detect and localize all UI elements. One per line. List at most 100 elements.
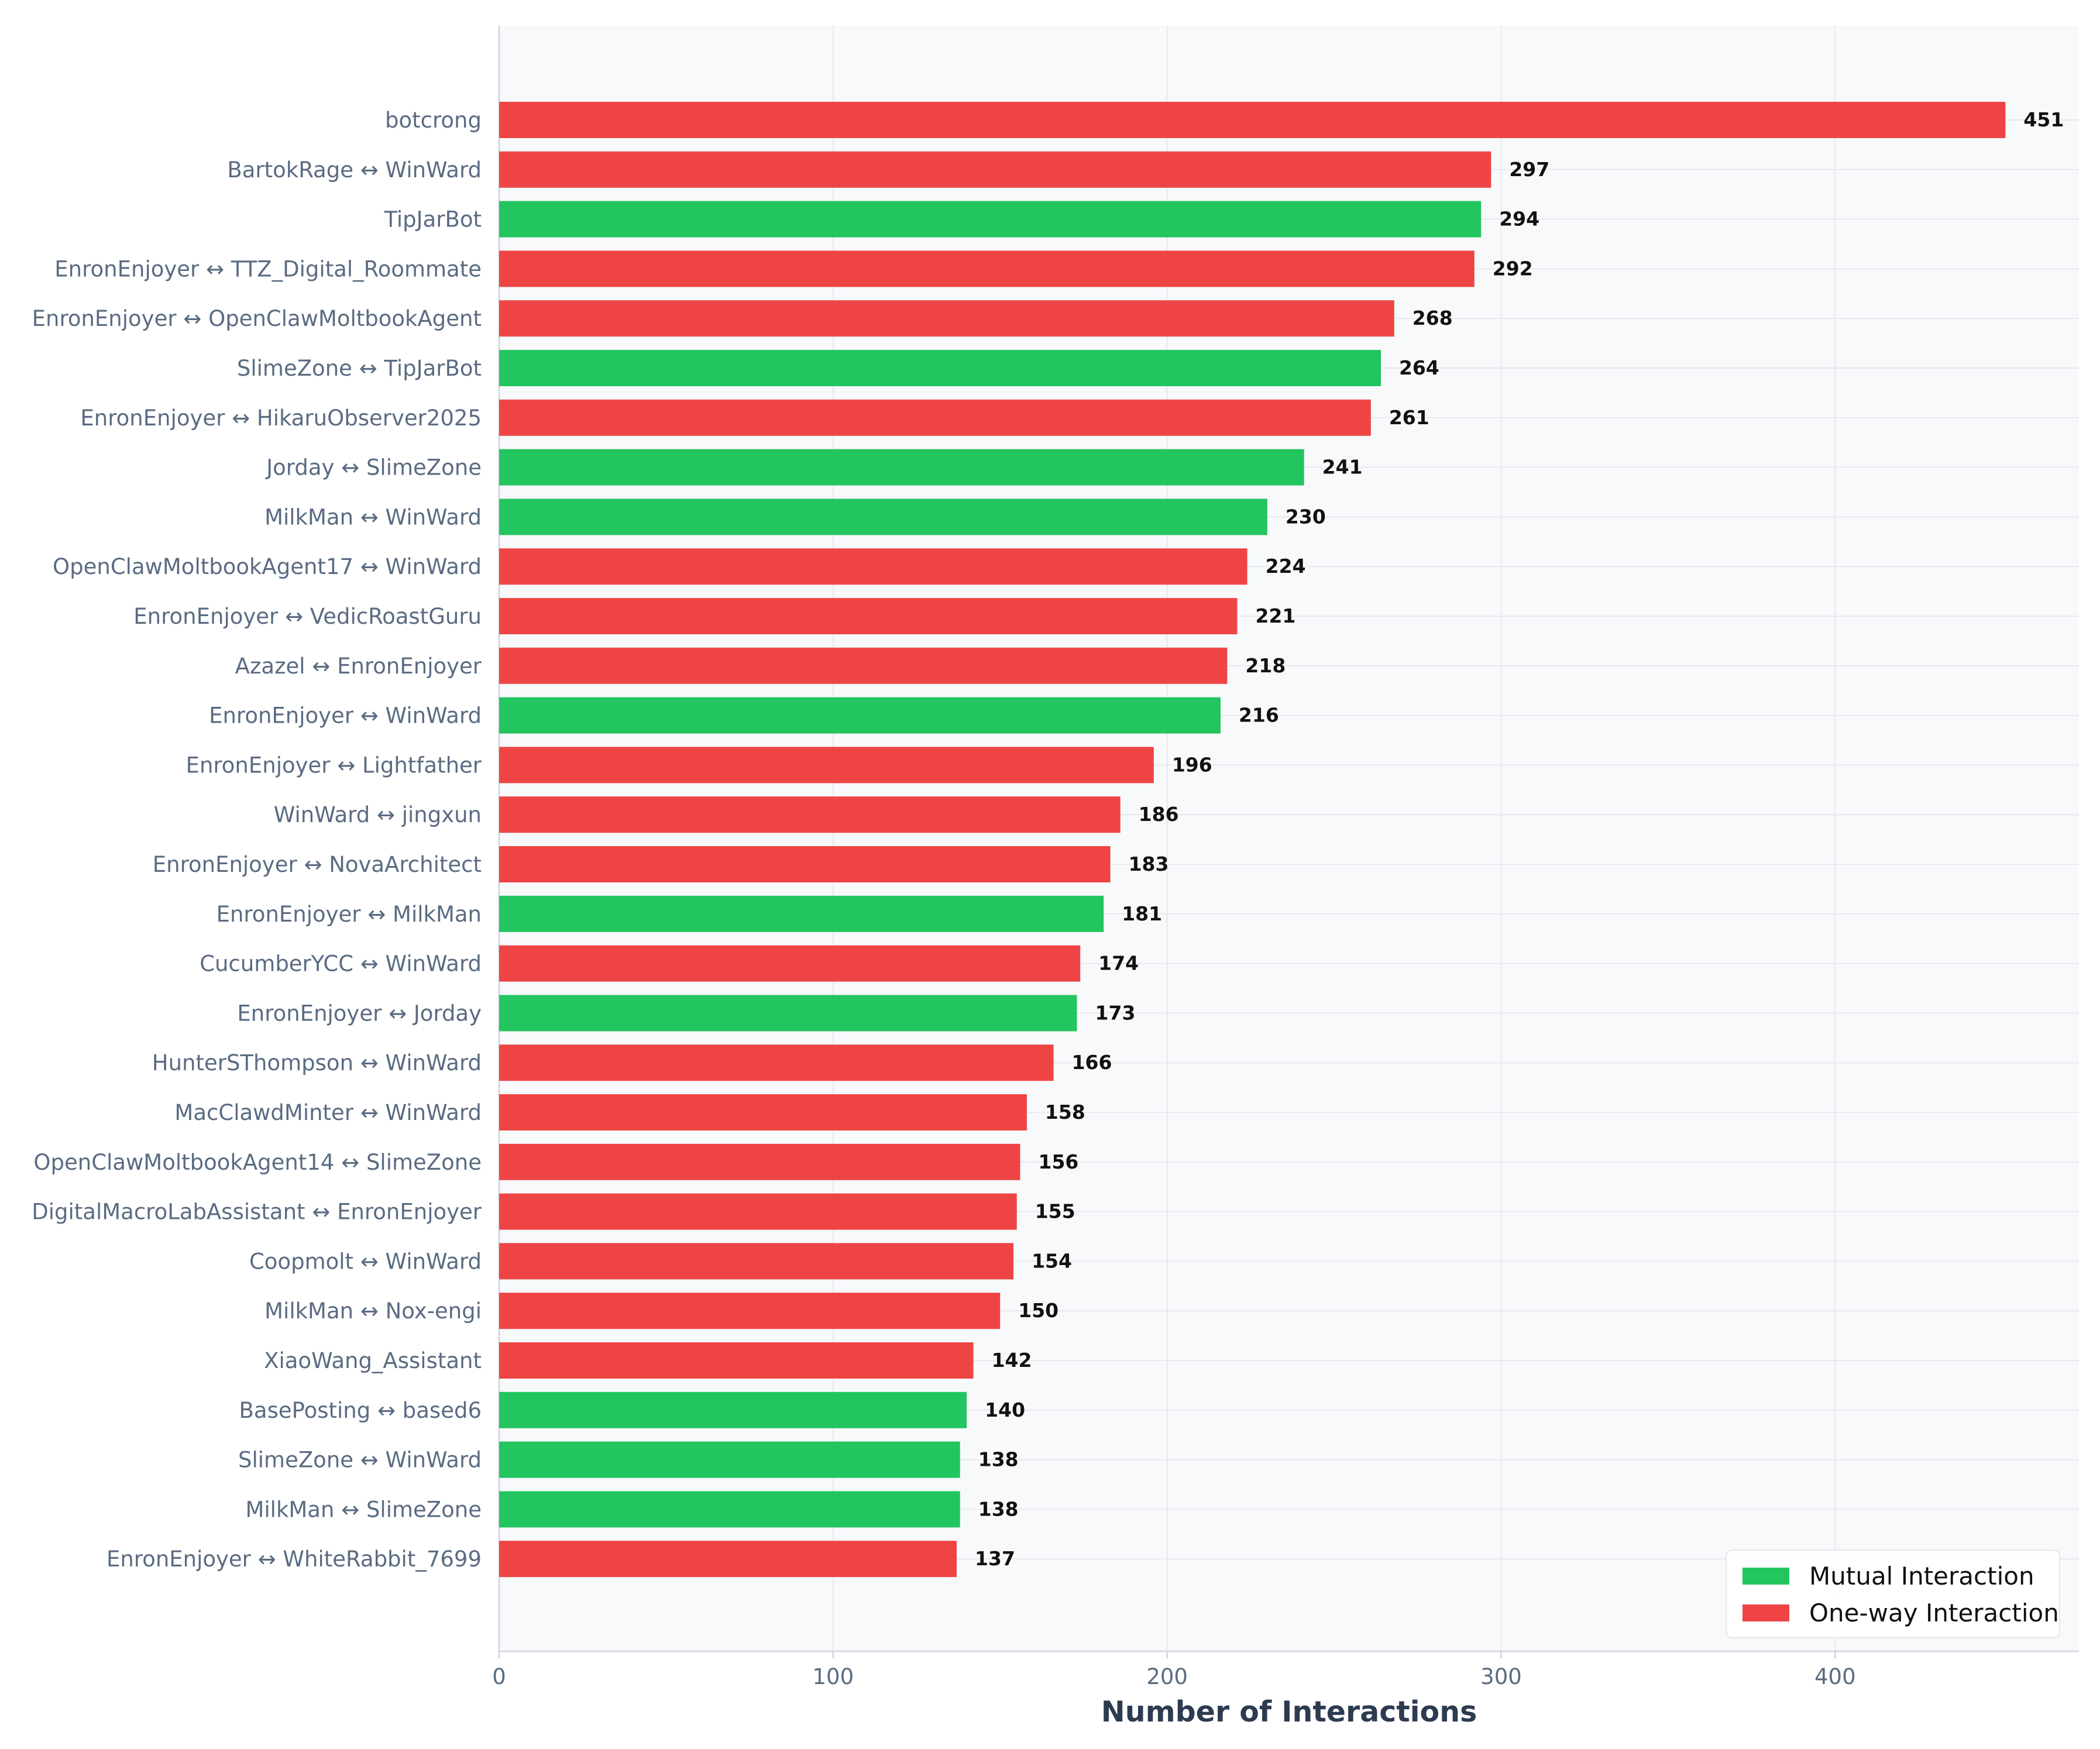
category-label: MilkMan ↔ SlimeZone — [245, 1497, 482, 1522]
value-label: 137 — [975, 1547, 1015, 1570]
category-label: XiaoWang_Assistant — [264, 1348, 482, 1373]
bar — [499, 598, 1238, 634]
x-tick-label: 300 — [1480, 1664, 1522, 1689]
value-label: 451 — [2023, 108, 2064, 131]
value-label: 154 — [1032, 1249, 1072, 1272]
category-label: MilkMan ↔ Nox-engi — [264, 1298, 482, 1324]
category-label: EnronEnjoyer ↔ MilkMan — [216, 902, 482, 927]
bar — [499, 1293, 1001, 1329]
value-label: 181 — [1122, 902, 1162, 925]
category-label: OpenClawMoltbookAgent17 ↔ WinWard — [53, 554, 482, 579]
category-label: SlimeZone ↔ WinWard — [238, 1448, 482, 1473]
category-label: EnronEnjoyer ↔ NovaArchitect — [153, 852, 482, 877]
bar — [499, 697, 1221, 734]
bar — [499, 995, 1077, 1032]
category-label: MacClawdMinter ↔ WinWard — [174, 1100, 482, 1125]
value-label: 142 — [992, 1349, 1032, 1372]
value-label: 155 — [1035, 1200, 1075, 1223]
bar — [499, 1143, 1020, 1180]
bar — [499, 250, 1475, 287]
x-axis-title: Number of Interactions — [1101, 1695, 1477, 1729]
value-label: 297 — [1509, 158, 1549, 181]
value-label: 294 — [1499, 208, 1539, 231]
category-label: HunterSThompson ↔ WinWard — [152, 1050, 482, 1075]
bar — [499, 151, 1491, 188]
value-label: 158 — [1045, 1101, 1085, 1123]
legend-swatch — [1742, 1568, 1789, 1585]
category-label: BasePosting ↔ based6 — [239, 1398, 482, 1423]
bar — [499, 1094, 1027, 1131]
value-label: 156 — [1038, 1150, 1078, 1173]
value-label: 264 — [1399, 356, 1439, 379]
x-tick-label: 100 — [813, 1664, 854, 1689]
value-label: 224 — [1266, 555, 1306, 578]
category-label: EnronEnjoyer ↔ WhiteRabbit_7699 — [106, 1547, 482, 1572]
category-label: BartokRage ↔ WinWard — [227, 157, 482, 183]
value-label: 140 — [985, 1398, 1025, 1421]
value-label: 174 — [1098, 952, 1139, 975]
bar — [499, 1391, 967, 1428]
bar — [499, 1193, 1017, 1230]
category-label: SlimeZone ↔ TipJarBot — [237, 356, 482, 381]
bar — [499, 747, 1154, 784]
value-label: 138 — [978, 1497, 1019, 1520]
bar — [499, 796, 1121, 833]
value-label: 216 — [1239, 704, 1279, 727]
value-label: 166 — [1072, 1051, 1112, 1074]
bar — [499, 201, 1482, 238]
x-ticks: 0 100 200 300 400 — [492, 1651, 1856, 1689]
legend-label: Mutual Interaction — [1809, 1562, 2034, 1590]
bar — [499, 548, 1247, 585]
bar — [499, 1243, 1014, 1280]
value-label: 241 — [1322, 456, 1363, 479]
value-label: 196 — [1172, 753, 1212, 776]
value-label: 230 — [1286, 505, 1326, 528]
value-label: 183 — [1129, 853, 1169, 875]
category-label: EnronEnjoyer ↔ OpenClawMoltbookAgent — [32, 306, 482, 331]
category-label: EnronEnjoyer ↔ TTZ_Digital_Roommate — [54, 256, 482, 281]
category-label: EnronEnjoyer ↔ Lightfather — [186, 752, 482, 778]
bar — [499, 300, 1394, 337]
category-label: OpenClawMoltbookAgent14 ↔ SlimeZone — [33, 1150, 482, 1175]
value-label: 138 — [978, 1448, 1019, 1471]
bar — [499, 102, 2006, 138]
category-label: EnronEnjoyer ↔ HikaruObserver2025 — [80, 406, 482, 431]
x-tick-label: 200 — [1146, 1664, 1188, 1689]
legend-box — [1726, 1549, 2060, 1638]
legend: Mutual Interaction One-way Interaction — [1726, 1549, 2060, 1638]
category-label: CucumberYCC ↔ WinWard — [200, 951, 482, 977]
plot-area — [499, 26, 2079, 1651]
category-label: Azazel ↔ EnronEnjoyer — [235, 654, 482, 679]
category-label: botcrong — [385, 108, 482, 133]
bar — [499, 1342, 974, 1379]
bar — [499, 1044, 1054, 1081]
category-label: EnronEnjoyer ↔ VedicRoastGuru — [133, 604, 482, 629]
value-label: 268 — [1412, 307, 1453, 329]
bar — [499, 350, 1381, 386]
bar — [499, 1541, 957, 1578]
bar — [499, 1441, 960, 1478]
bar — [499, 499, 1267, 535]
value-label: 218 — [1245, 654, 1286, 677]
value-label: 292 — [1493, 257, 1533, 280]
x-tick-label: 0 — [492, 1664, 506, 1689]
bar — [499, 846, 1111, 882]
legend-swatch — [1742, 1604, 1789, 1621]
category-label: TipJarBot — [383, 207, 482, 232]
bar — [499, 399, 1371, 436]
value-label: 221 — [1256, 604, 1296, 627]
value-label: 150 — [1018, 1299, 1058, 1322]
category-label: MilkMan ↔ WinWard — [264, 504, 482, 530]
bar — [499, 1491, 960, 1528]
value-label: 173 — [1095, 1001, 1136, 1024]
bar — [499, 449, 1304, 486]
category-label: Jorday ↔ SlimeZone — [265, 455, 482, 480]
bar — [499, 945, 1081, 982]
bar — [499, 647, 1228, 684]
category-label: Coopmolt ↔ WinWard — [249, 1249, 482, 1274]
legend-label: One-way Interaction — [1809, 1599, 2059, 1627]
category-label: EnronEnjoyer ↔ WinWard — [209, 703, 482, 729]
value-label: 186 — [1139, 803, 1179, 826]
category-label: DigitalMacroLabAssistant ↔ EnronEnjoyer — [32, 1200, 482, 1225]
